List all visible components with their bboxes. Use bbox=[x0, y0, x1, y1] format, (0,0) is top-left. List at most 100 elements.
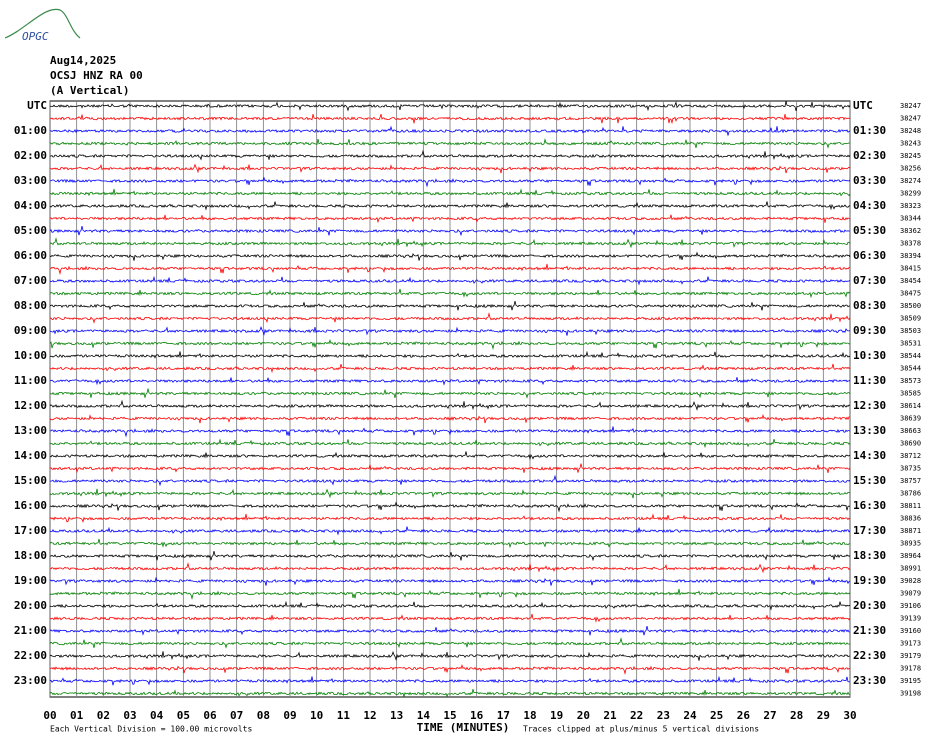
x-tick-label: 23 bbox=[657, 709, 670, 722]
trace-count: 39198 bbox=[900, 690, 921, 698]
left-time-label: 10:00 bbox=[14, 349, 47, 362]
right-time-label: 01:30 bbox=[853, 124, 886, 137]
x-tick-label: 09 bbox=[283, 709, 296, 722]
trace bbox=[49, 688, 851, 699]
trace-count: 38248 bbox=[900, 127, 921, 135]
trace-count: 38299 bbox=[900, 190, 921, 198]
x-tick-label: 05 bbox=[177, 709, 190, 722]
trace-count: 38247 bbox=[900, 115, 921, 123]
trace bbox=[49, 201, 851, 211]
trace bbox=[49, 312, 851, 324]
clip-note: Traces clipped at plus/minus 5 vertical … bbox=[523, 725, 759, 734]
trace bbox=[49, 501, 851, 513]
trace bbox=[49, 113, 851, 125]
right-time-label: UTC bbox=[853, 99, 873, 112]
trace bbox=[49, 138, 851, 149]
right-time-label: 03:30 bbox=[853, 174, 886, 187]
trace bbox=[49, 637, 851, 649]
trace bbox=[49, 538, 851, 549]
left-time-label: 06:00 bbox=[14, 249, 47, 262]
left-time-label: 13:00 bbox=[14, 424, 47, 437]
x-tick-label: 19 bbox=[550, 709, 563, 722]
right-time-label: 06:30 bbox=[853, 249, 886, 262]
trace-count: 38811 bbox=[900, 502, 921, 510]
trace bbox=[49, 651, 850, 661]
left-time-label: 07:00 bbox=[14, 274, 47, 287]
right-time-label: 16:30 bbox=[853, 499, 886, 512]
trace bbox=[49, 451, 851, 461]
trace bbox=[49, 576, 851, 586]
x-tick-label: 28 bbox=[790, 709, 803, 722]
left-time-label: 17:00 bbox=[14, 524, 47, 537]
trace-count: 39195 bbox=[900, 677, 921, 685]
trace bbox=[49, 664, 851, 675]
x-tick-label: 00 bbox=[43, 709, 56, 722]
x-tick-label: 24 bbox=[683, 709, 697, 722]
right-time-label: 13:30 bbox=[853, 424, 886, 437]
trace-count: 38531 bbox=[900, 340, 921, 348]
right-time-label: 17:30 bbox=[853, 524, 886, 537]
trace bbox=[49, 163, 851, 174]
trace bbox=[49, 326, 851, 336]
trace bbox=[49, 149, 851, 161]
trace-count: 39179 bbox=[900, 652, 921, 660]
date: Aug14,2025 bbox=[50, 54, 116, 67]
trace-count: 38614 bbox=[900, 402, 921, 410]
trace bbox=[49, 551, 851, 562]
x-tick-label: 02 bbox=[97, 709, 110, 722]
right-time-label: 15:30 bbox=[853, 474, 886, 487]
left-time-label: 12:00 bbox=[14, 399, 47, 412]
trace bbox=[49, 613, 851, 623]
trace bbox=[49, 339, 851, 350]
x-tick-label: 26 bbox=[737, 709, 751, 722]
x-tick-label: 21 bbox=[603, 709, 617, 722]
left-time-label: 20:00 bbox=[14, 599, 47, 612]
x-tick-label: 04 bbox=[150, 709, 164, 722]
trace-count: 38935 bbox=[900, 540, 921, 548]
trace-count: 38500 bbox=[900, 302, 921, 310]
left-time-label: 21:00 bbox=[14, 624, 47, 637]
trace-count: 38757 bbox=[900, 477, 921, 485]
left-time-label: 03:00 bbox=[14, 174, 47, 187]
trace-count: 38503 bbox=[900, 327, 921, 335]
right-time-label: 23:30 bbox=[853, 674, 886, 687]
left-time-label: UTC bbox=[27, 99, 47, 112]
trace-count: 38871 bbox=[900, 527, 921, 535]
trace-count: 39178 bbox=[900, 665, 921, 673]
right-time-label: 19:30 bbox=[853, 574, 886, 587]
trace-count: 38247 bbox=[900, 102, 921, 110]
trace bbox=[49, 226, 851, 237]
trace bbox=[49, 350, 851, 359]
trace-count: 38274 bbox=[900, 177, 921, 185]
x-title: TIME (MINUTES) bbox=[417, 721, 510, 734]
trace bbox=[49, 399, 851, 411]
trace bbox=[49, 626, 851, 636]
trace-count: 38964 bbox=[900, 552, 921, 560]
trace bbox=[49, 463, 851, 474]
trace bbox=[49, 426, 851, 438]
trace bbox=[49, 188, 851, 197]
trace bbox=[49, 377, 851, 386]
trace-count: 38991 bbox=[900, 565, 921, 573]
right-time-label: 11:30 bbox=[853, 374, 886, 387]
trace-count: 38509 bbox=[900, 315, 921, 323]
right-time-label: 22:30 bbox=[853, 649, 886, 662]
x-tick-label: 22 bbox=[630, 709, 643, 722]
right-time-label: 02:30 bbox=[853, 149, 886, 162]
trace bbox=[49, 288, 851, 299]
trace bbox=[49, 363, 851, 374]
trace-count: 38256 bbox=[900, 165, 921, 173]
trace-count: 38344 bbox=[900, 215, 921, 223]
x-tick-label: 07 bbox=[230, 709, 243, 722]
trace-count: 39028 bbox=[900, 577, 921, 585]
x-tick-label: 17 bbox=[497, 709, 510, 722]
trace-count: 38573 bbox=[900, 377, 921, 385]
trace bbox=[49, 214, 851, 224]
x-tick-label: 29 bbox=[817, 709, 830, 722]
trace bbox=[49, 438, 851, 449]
trace-count: 38712 bbox=[900, 452, 921, 460]
trace bbox=[49, 513, 851, 523]
left-time-label: 04:00 bbox=[14, 199, 47, 212]
x-tick-label: 01 bbox=[70, 709, 84, 722]
x-tick-label: 08 bbox=[257, 709, 270, 722]
